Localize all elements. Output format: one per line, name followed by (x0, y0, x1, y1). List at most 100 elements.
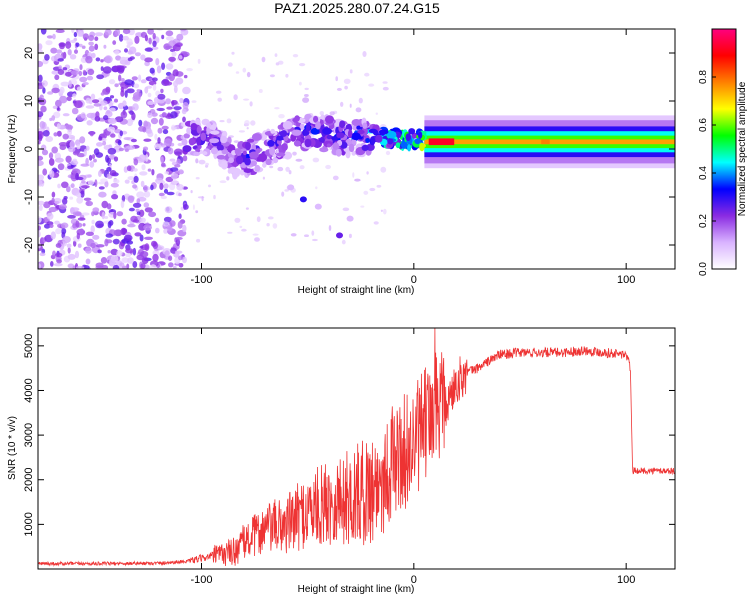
noise-blob (67, 253, 76, 260)
noise-blob (125, 248, 134, 254)
x-tick-label: -100 (190, 574, 212, 586)
noise-blob (288, 170, 292, 175)
noise-blob (75, 42, 80, 48)
signal-blob (182, 145, 192, 153)
noise-blob (128, 207, 135, 212)
noise-blob (152, 32, 156, 40)
noise-blob (144, 86, 149, 94)
noise-blob (51, 115, 56, 121)
noise-blob (62, 113, 70, 117)
noise-blob (39, 252, 46, 257)
noise-blob (41, 149, 49, 156)
noise-blob (132, 261, 138, 268)
noise-blob (360, 205, 365, 208)
noise-blob (92, 99, 100, 104)
noise-blob (80, 112, 86, 119)
noise-blob (55, 157, 64, 163)
noise-blob (135, 208, 140, 213)
noise-blob (104, 55, 113, 64)
noise-blob (72, 223, 77, 229)
noise-blob (127, 257, 134, 264)
signal-blob (310, 127, 320, 135)
noise-blob (106, 109, 111, 114)
noise-blob (157, 137, 161, 144)
noise-blob (44, 54, 50, 61)
noise-blob (77, 243, 82, 248)
signal-blob (315, 121, 321, 130)
noise-blob (86, 120, 93, 126)
noise-blob (256, 216, 261, 223)
noise-blob (328, 225, 332, 231)
noise-blob (168, 255, 173, 261)
noise-blob (154, 133, 158, 141)
noise-blob (163, 216, 172, 223)
noise-blob (70, 183, 75, 189)
signal-blob (332, 142, 340, 150)
noise-blob (156, 65, 162, 74)
noise-blob (165, 63, 174, 70)
signal-blob (247, 138, 255, 143)
signal-blob (346, 215, 354, 222)
noise-blob (84, 247, 92, 254)
noise-blob (162, 129, 169, 135)
noise-blob (368, 83, 375, 87)
spectrogram-y-axis: -20 -10 0 10 20 (23, 47, 675, 253)
noise-blob (173, 148, 183, 156)
colorbar-tick-label: 0.2 (698, 214, 709, 228)
noise-blob (250, 120, 256, 126)
noise-blob (92, 207, 100, 213)
noise-blob (38, 84, 44, 90)
signal-blob (347, 129, 353, 139)
noise-blob (182, 224, 187, 233)
noise-blob (385, 150, 391, 156)
noise-blob (239, 225, 243, 229)
noise-blob (100, 100, 108, 106)
signal-blob (254, 164, 261, 172)
noise-blob (106, 167, 112, 172)
noise-blob (139, 245, 144, 249)
signal-blob (276, 135, 285, 141)
y-tick-label: 1000 (23, 512, 35, 536)
y-tick-label: -10 (23, 189, 35, 205)
noise-blob (71, 29, 75, 34)
noise-blob (133, 168, 138, 172)
noise-blob (67, 49, 72, 56)
noise-blob (149, 67, 155, 74)
noise-blob (62, 236, 71, 243)
noise-blob (86, 75, 94, 81)
noise-blob (319, 111, 324, 116)
noise-blob (341, 239, 346, 245)
noise-blob (124, 79, 134, 86)
noise-blob (108, 79, 116, 85)
noise-blob (126, 263, 130, 269)
noise-blob (348, 233, 352, 239)
noise-blob (262, 176, 265, 180)
signal-blob (220, 135, 228, 144)
signal-blob (188, 138, 196, 146)
noise-blob (152, 84, 157, 91)
noise-blob (349, 69, 353, 74)
noise-blob (98, 170, 102, 177)
noise-blob (132, 247, 137, 256)
noise-blob (226, 118, 232, 124)
noise-blob (51, 146, 58, 154)
colorbar-tick-label: 0.4 (698, 166, 709, 180)
noise-blob (49, 223, 54, 228)
noise-blob (72, 151, 80, 156)
signal-blob (313, 115, 319, 123)
noise-blob (178, 169, 184, 175)
noise-blob (166, 191, 175, 196)
colorbar: 0.0 0.2 0.4 0.6 0.8 Normalized spectral ampl… (698, 28, 748, 276)
signal-blob (305, 123, 311, 132)
noise-blob (55, 228, 62, 235)
noise-blob (87, 174, 92, 178)
noise-blob (124, 148, 129, 152)
noise-blob (66, 186, 71, 193)
noise-blob (79, 136, 86, 144)
noise-blob (75, 220, 80, 228)
signal-blob (228, 157, 235, 164)
noise-blob (65, 71, 72, 77)
noise-blob (123, 137, 131, 141)
noise-blob (104, 180, 109, 188)
